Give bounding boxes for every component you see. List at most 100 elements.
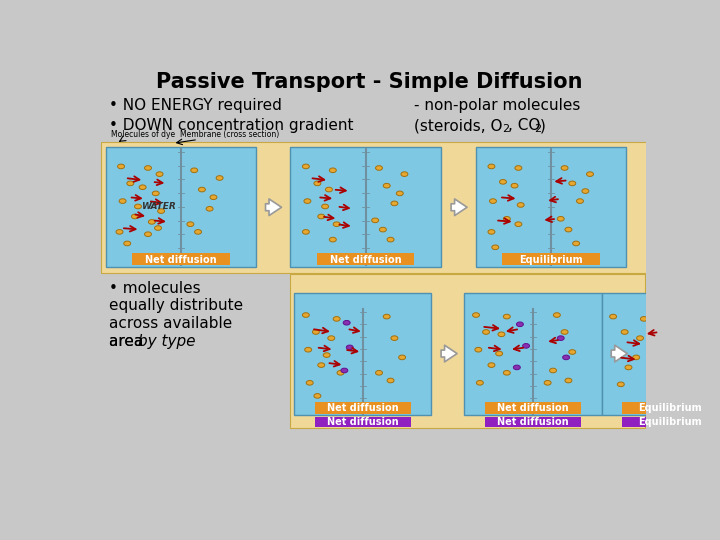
Ellipse shape (399, 355, 405, 360)
Ellipse shape (391, 336, 398, 340)
Ellipse shape (383, 184, 390, 188)
Ellipse shape (515, 166, 522, 170)
Text: area: area (109, 334, 148, 349)
Ellipse shape (565, 378, 572, 383)
Ellipse shape (492, 245, 499, 249)
Ellipse shape (675, 381, 682, 385)
Bar (476, 147, 626, 267)
Ellipse shape (156, 172, 163, 177)
Text: Equilibrium: Equilibrium (638, 403, 702, 413)
Text: Net diffusion: Net diffusion (498, 417, 569, 427)
Text: Net diffusion: Net diffusion (330, 255, 401, 265)
Ellipse shape (569, 350, 576, 354)
FancyArrowPatch shape (451, 199, 467, 215)
Ellipse shape (376, 370, 382, 375)
Ellipse shape (557, 217, 564, 221)
Text: Net diffusion: Net diffusion (327, 417, 399, 427)
Ellipse shape (145, 232, 151, 237)
Bar (622, 417, 718, 428)
Bar (294, 294, 431, 415)
Ellipse shape (376, 166, 382, 170)
Ellipse shape (302, 230, 310, 234)
Ellipse shape (488, 164, 495, 168)
Bar (464, 294, 601, 415)
Ellipse shape (346, 345, 354, 350)
Ellipse shape (194, 230, 202, 234)
Ellipse shape (337, 370, 344, 375)
Text: area: area (109, 334, 148, 349)
Ellipse shape (498, 332, 505, 336)
Ellipse shape (191, 168, 198, 173)
Ellipse shape (617, 382, 624, 387)
Ellipse shape (145, 166, 151, 170)
Bar (485, 402, 581, 414)
Bar (290, 274, 644, 428)
Ellipse shape (329, 237, 336, 242)
Ellipse shape (621, 330, 628, 334)
Ellipse shape (135, 204, 141, 209)
Ellipse shape (511, 184, 518, 188)
Ellipse shape (490, 199, 496, 204)
Ellipse shape (544, 381, 551, 385)
Ellipse shape (117, 164, 125, 168)
Text: 2: 2 (503, 125, 509, 134)
Ellipse shape (124, 241, 131, 246)
Ellipse shape (341, 368, 348, 373)
Ellipse shape (633, 355, 639, 360)
Ellipse shape (562, 355, 570, 360)
Ellipse shape (523, 343, 529, 348)
Ellipse shape (328, 336, 335, 340)
Ellipse shape (477, 381, 483, 385)
Ellipse shape (333, 316, 340, 321)
Ellipse shape (587, 172, 593, 177)
Ellipse shape (569, 181, 576, 186)
Ellipse shape (554, 313, 560, 318)
Ellipse shape (314, 181, 321, 186)
Ellipse shape (314, 394, 321, 398)
Ellipse shape (549, 368, 557, 373)
Ellipse shape (683, 370, 690, 375)
Text: equally distribute: equally distribute (109, 298, 243, 313)
Bar (601, 294, 720, 415)
Ellipse shape (329, 168, 336, 173)
Bar (315, 402, 411, 414)
Ellipse shape (640, 316, 647, 321)
Text: • molecules: • molecules (109, 281, 200, 295)
Ellipse shape (694, 332, 701, 336)
Ellipse shape (391, 201, 398, 206)
Ellipse shape (396, 191, 403, 195)
Bar (101, 142, 677, 273)
Ellipse shape (652, 325, 659, 329)
Ellipse shape (148, 220, 156, 224)
Ellipse shape (155, 226, 161, 231)
Text: • DOWN concentration gradient: • DOWN concentration gradient (109, 118, 354, 133)
Text: , CO: , CO (508, 118, 540, 133)
Ellipse shape (187, 222, 194, 226)
Ellipse shape (206, 206, 213, 211)
Ellipse shape (475, 347, 482, 352)
Ellipse shape (401, 172, 408, 177)
Text: (steroids, O: (steroids, O (414, 118, 502, 133)
Text: - non-polar molecules: - non-polar molecules (414, 98, 580, 113)
Ellipse shape (488, 230, 495, 234)
Bar (317, 253, 414, 265)
Ellipse shape (312, 330, 320, 334)
Ellipse shape (383, 314, 390, 319)
Text: Net diffusion: Net diffusion (145, 255, 217, 265)
Ellipse shape (625, 365, 632, 370)
Ellipse shape (572, 241, 580, 246)
Ellipse shape (158, 209, 165, 213)
Ellipse shape (322, 204, 328, 209)
Text: Equilibrium: Equilibrium (638, 417, 702, 427)
Text: Molecules of dye: Molecules of dye (111, 130, 175, 139)
Text: • NO ENERGY required: • NO ENERGY required (109, 98, 282, 113)
Ellipse shape (199, 187, 205, 192)
Ellipse shape (488, 363, 495, 367)
Ellipse shape (650, 368, 657, 373)
Ellipse shape (387, 237, 394, 242)
Ellipse shape (503, 217, 510, 221)
Ellipse shape (152, 191, 159, 195)
Ellipse shape (372, 218, 379, 222)
Ellipse shape (656, 347, 662, 352)
Ellipse shape (116, 230, 123, 234)
